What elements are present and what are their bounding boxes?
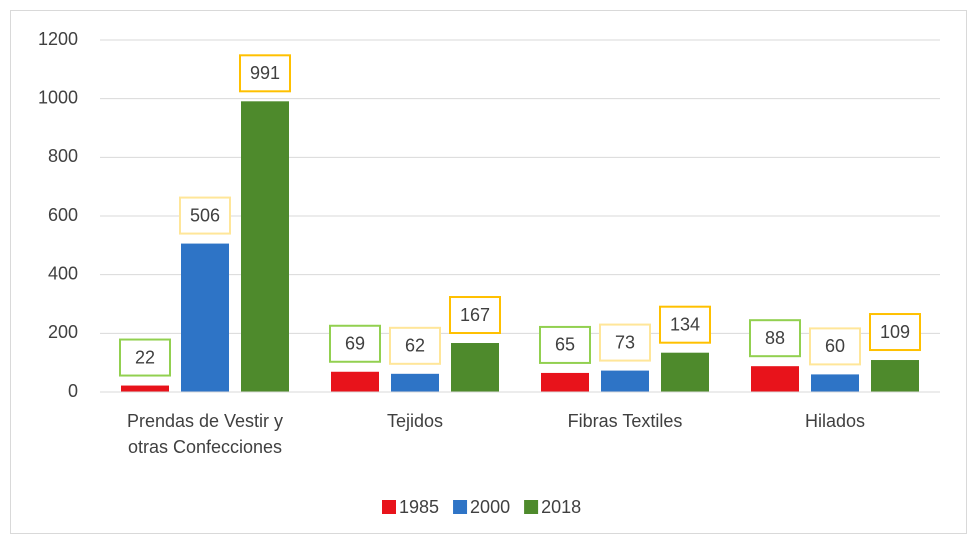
bar [121,385,169,392]
x-tick-label: Tejidos [386,411,444,431]
data-label-box [539,325,591,364]
y-tick-label: 1200 [38,29,78,49]
legend-label: 2000 [470,497,510,517]
data-label-box [179,196,231,235]
data-label: 88 [765,328,785,348]
data-label-box [119,338,171,377]
bar [241,101,289,392]
legend-label: 2018 [541,497,581,517]
legend-swatch [453,500,468,514]
chart-frame [10,10,967,534]
legend-label: 1985 [399,497,439,517]
data-label-box [659,305,711,344]
data-label-box [869,313,921,352]
bar [181,243,229,392]
data-label-box [449,296,501,335]
data-label-box [749,319,801,358]
data-label: 69 [345,334,365,354]
legend-swatch [382,500,396,514]
y-tick-label: 200 [48,322,78,342]
data-label: 60 [825,336,845,356]
data-label: 73 [615,332,635,352]
x-tick-label: Fibras Textiles [567,411,683,431]
data-label: 167 [460,305,490,325]
data-label-box [239,54,291,93]
data-label: 506 [190,205,220,225]
data-label-box [329,324,381,363]
bar [751,366,799,392]
bar [451,343,499,392]
data-label: 65 [555,335,575,355]
data-label: 109 [880,322,910,342]
bar [811,374,859,392]
y-tick-label: 800 [48,146,78,166]
y-tick-label: 600 [48,205,78,225]
data-label: 134 [670,314,700,334]
bar [601,370,649,392]
y-tick-label: 400 [48,263,78,283]
data-label: 22 [135,347,155,367]
data-label-box [389,326,441,365]
data-label-box [809,327,861,366]
bar [331,371,379,392]
y-tick-label: 0 [68,381,78,401]
data-label: 62 [405,336,425,356]
x-tick-label: Hilados [804,411,866,431]
legend-swatch [524,500,539,514]
data-label-box [599,323,651,362]
data-label: 991 [250,63,280,83]
bar [541,372,589,392]
bar [661,352,709,392]
bar [391,373,439,392]
y-tick-label: 1000 [38,87,78,107]
bar [871,360,919,392]
x-tick-label: Prendas de Vestir y otras Confecciones [126,411,284,457]
